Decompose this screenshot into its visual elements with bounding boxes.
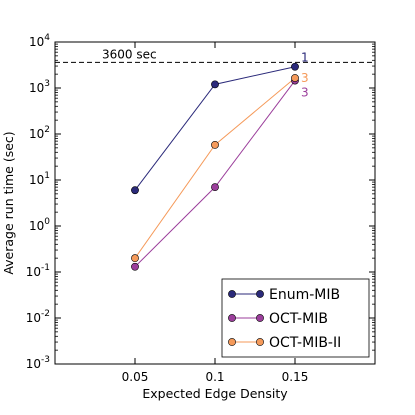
legend-marker bbox=[228, 314, 236, 322]
y-tick-label: 104 bbox=[29, 33, 50, 49]
legend-label: OCT-MIB bbox=[269, 311, 328, 327]
data-point bbox=[291, 74, 299, 82]
legend-marker bbox=[256, 314, 264, 322]
y-tick-label: 102 bbox=[29, 125, 50, 141]
x-tick-label: 0.15 bbox=[282, 370, 309, 384]
series-line bbox=[134, 80, 296, 268]
data-point bbox=[291, 62, 299, 71]
legend-marker bbox=[228, 290, 236, 298]
plot-layer: 3600 sec 1 33 bbox=[55, 47, 375, 271]
axes-layer: 10-3 10-2 10-1 100 101 102 103 104 0.05 0.1 0.15 bbox=[26, 33, 376, 384]
x-axis-title: Expected Edge Density bbox=[142, 386, 288, 401]
data-point bbox=[131, 186, 139, 195]
y-tick-label: 101 bbox=[29, 171, 50, 187]
legend-label: OCT-MIB-II bbox=[269, 335, 341, 351]
series-line bbox=[134, 77, 296, 259]
data-point bbox=[211, 183, 219, 192]
y-tick-label: 103 bbox=[29, 79, 50, 95]
legend-marker bbox=[256, 290, 264, 298]
legend-marker bbox=[256, 338, 264, 346]
data-point bbox=[211, 80, 219, 89]
series-end-label: 1 bbox=[301, 51, 309, 65]
x-tick-label: 0.05 bbox=[122, 370, 149, 384]
x-tick-label: 0.1 bbox=[205, 370, 224, 384]
y-tick-label: 100 bbox=[29, 217, 50, 233]
legend: Enum-MIB OCT-MIB OCT-MIB-II bbox=[221, 278, 370, 358]
y-tick-label: 10-1 bbox=[26, 263, 50, 279]
series-end-label: 3 bbox=[301, 71, 309, 85]
data-point bbox=[131, 262, 139, 271]
series-end-label: 3 bbox=[301, 86, 309, 100]
reference-line-label: 3600 sec bbox=[102, 47, 157, 61]
data-point bbox=[131, 254, 139, 263]
y-tick-label: 10-2 bbox=[26, 309, 50, 325]
legend-label: Enum-MIB bbox=[269, 287, 340, 303]
data-point bbox=[211, 140, 219, 149]
y-tick-label: 10-3 bbox=[26, 355, 50, 371]
y-axis-title: Average run time (sec) bbox=[1, 131, 16, 274]
legend-marker bbox=[228, 338, 236, 346]
